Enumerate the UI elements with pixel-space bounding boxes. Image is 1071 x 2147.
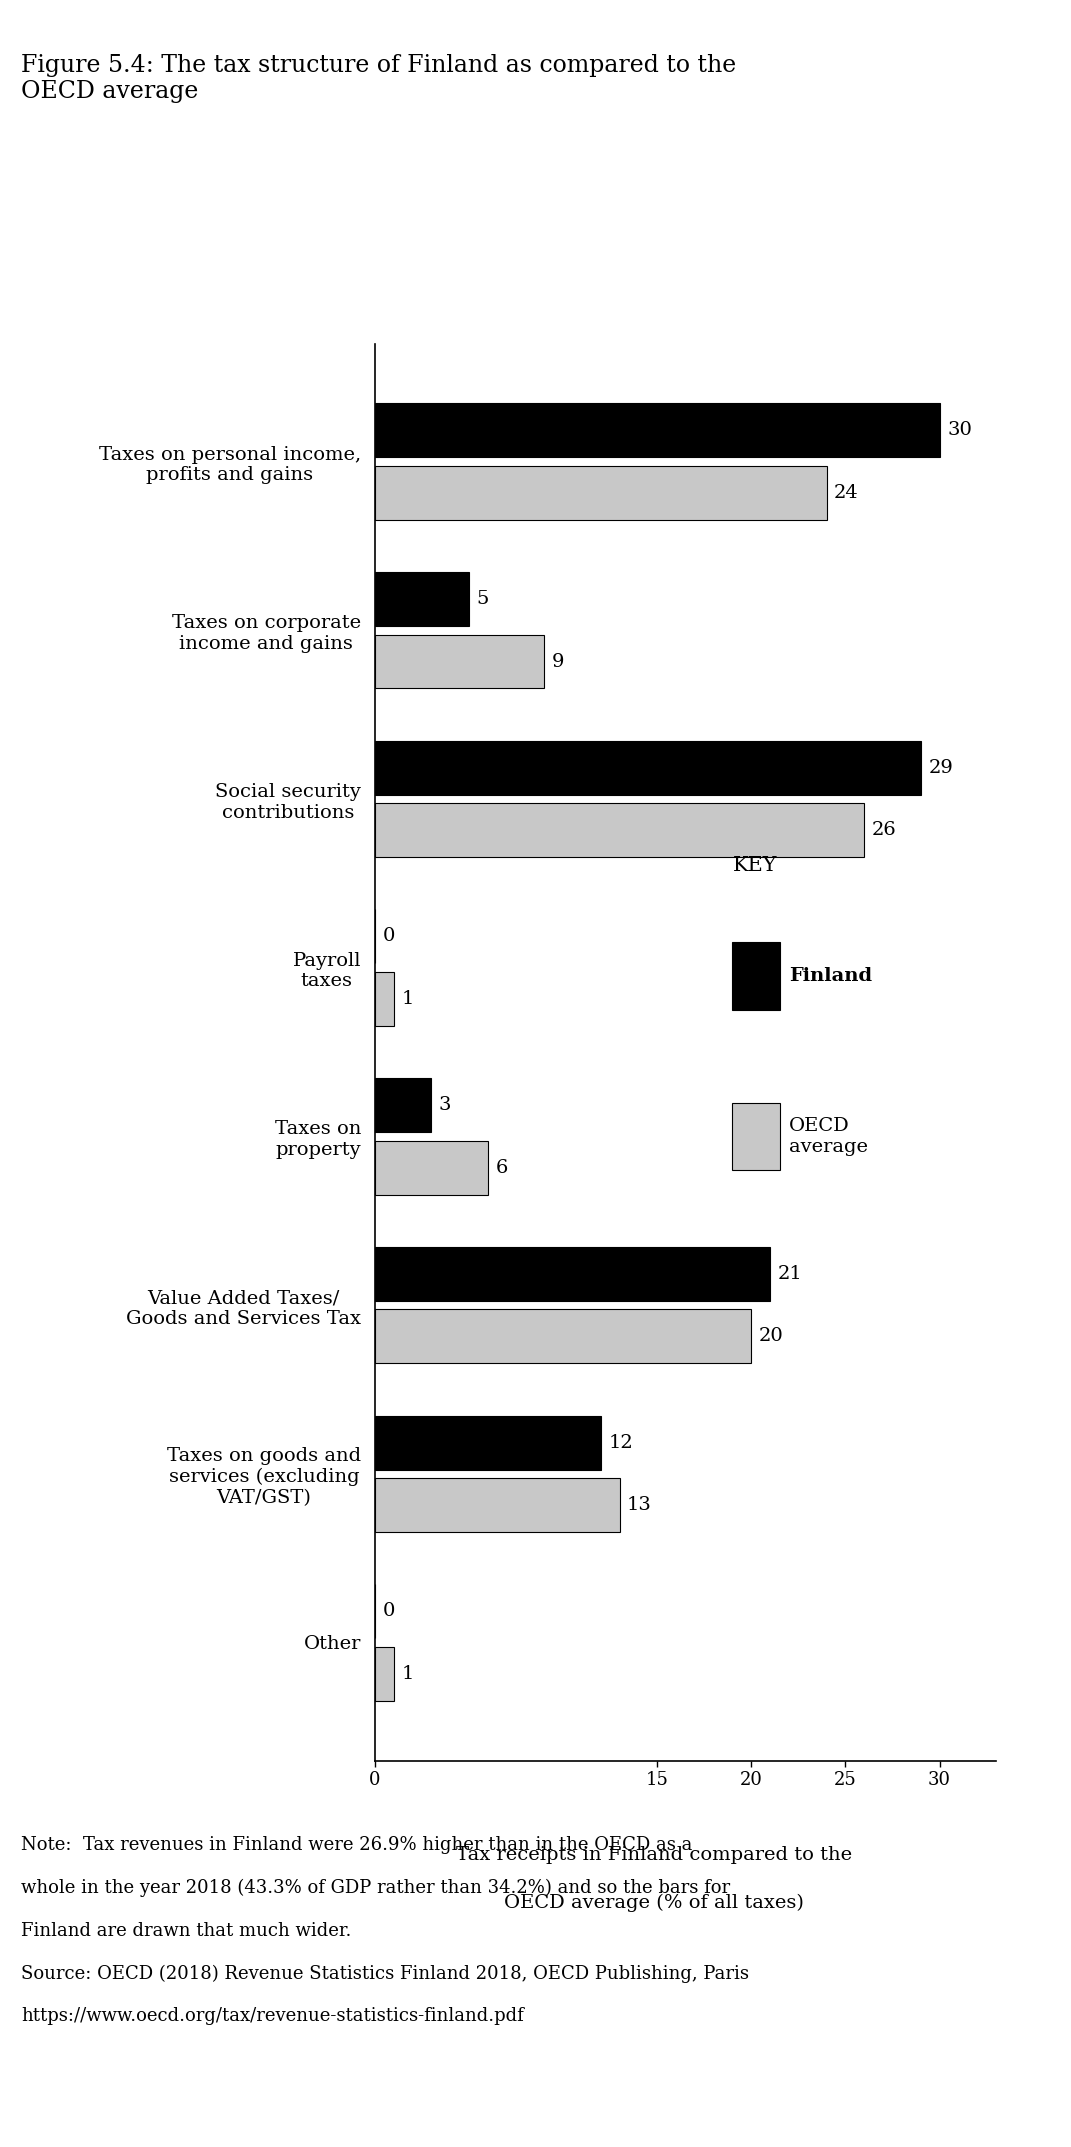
Bar <box>375 404 939 457</box>
Text: 12: 12 <box>608 1434 633 1451</box>
Text: 3: 3 <box>439 1097 451 1114</box>
Text: 21: 21 <box>778 1265 802 1284</box>
Bar <box>375 466 827 520</box>
Text: 26: 26 <box>872 820 896 839</box>
Bar <box>375 973 394 1026</box>
Text: 24: 24 <box>834 483 859 502</box>
Text: 29: 29 <box>929 758 953 777</box>
Text: 5: 5 <box>477 590 488 608</box>
Text: Finland: Finland <box>789 966 872 985</box>
Text: Tax receipts in Finland compared to the: Tax receipts in Finland compared to the <box>456 1846 853 1864</box>
Bar <box>375 571 469 627</box>
Bar <box>375 1647 394 1700</box>
Bar <box>375 741 921 794</box>
Text: KEY: KEY <box>733 857 776 876</box>
Text: Figure 5.4: The tax structure of Finland as compared to the
OECD average: Figure 5.4: The tax structure of Finland… <box>21 54 737 103</box>
Bar <box>375 1310 752 1363</box>
Bar <box>733 1104 780 1170</box>
Text: Source: OECD (2018) Revenue Statistics Finland 2018, OECD Publishing, Paris: Source: OECD (2018) Revenue Statistics F… <box>21 1965 750 1984</box>
Text: 6: 6 <box>495 1159 508 1177</box>
Text: 0: 0 <box>382 928 395 945</box>
Text: 20: 20 <box>759 1327 784 1346</box>
Text: 1: 1 <box>402 1664 413 1683</box>
Text: Finland are drawn that much wider.: Finland are drawn that much wider. <box>21 1922 351 1939</box>
Text: 30: 30 <box>947 421 972 440</box>
Bar <box>375 1247 770 1301</box>
Text: 1: 1 <box>402 990 413 1007</box>
Bar <box>733 943 780 1009</box>
Bar <box>375 1140 487 1194</box>
Text: OECD average (% of all taxes): OECD average (% of all taxes) <box>504 1894 804 1913</box>
Text: 0: 0 <box>382 1602 395 1621</box>
Text: https://www.oecd.org/tax/revenue-statistics-finland.pdf: https://www.oecd.org/tax/revenue-statist… <box>21 2007 524 2025</box>
Text: OECD
average: OECD average <box>789 1116 868 1155</box>
Text: Note:  Tax revenues in Finland were 26.9% higher than in the OECD as a: Note: Tax revenues in Finland were 26.9%… <box>21 1836 693 1853</box>
Text: whole in the year 2018 (43.3% of GDP rather than 34.2%) and so the bars for: whole in the year 2018 (43.3% of GDP rat… <box>21 1879 730 1898</box>
Text: 9: 9 <box>552 653 564 670</box>
Bar <box>375 1415 601 1469</box>
Bar <box>375 636 544 689</box>
Text: 13: 13 <box>628 1496 652 1514</box>
Bar <box>375 803 864 857</box>
Bar <box>375 1078 432 1131</box>
Bar <box>375 1477 619 1533</box>
